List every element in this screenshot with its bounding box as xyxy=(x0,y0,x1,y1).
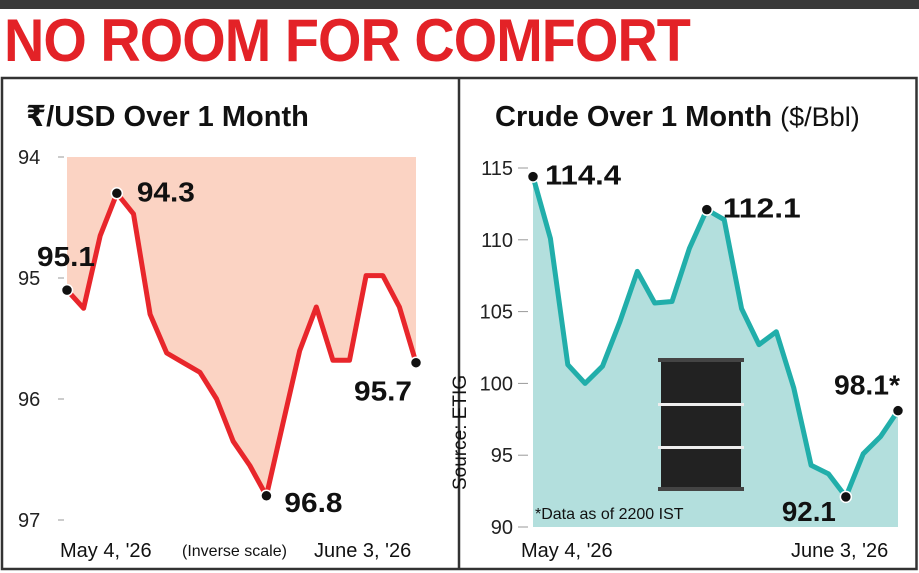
crude-data-label: 92.1 xyxy=(782,496,836,527)
crude-marks: 114.4 112.1 92.1 98.1* xyxy=(526,160,905,527)
oil-barrel-icon xyxy=(658,358,744,491)
crude-x-end: June 3, '26 xyxy=(791,540,888,562)
crude-data-label: 112.1 xyxy=(723,193,801,224)
rupee-data-label: 94.3 xyxy=(137,176,195,207)
crude-chart: Crude Over 1 Month ($/Bbl) 115 110 105 100 95… xyxy=(450,101,905,562)
crude-point xyxy=(526,170,540,183)
rupee-y-tick: 97 xyxy=(18,510,40,532)
crude-data-label: 98.1* xyxy=(834,370,900,401)
crude-title-unit: ($/Bbl) xyxy=(780,102,860,132)
rupee-line xyxy=(64,190,419,499)
rupee-point xyxy=(110,187,124,200)
rupee-data-label: 95.1 xyxy=(37,241,95,272)
rupee-point xyxy=(260,489,273,503)
rupee-scale-note: (Inverse scale) xyxy=(182,543,287,560)
crude-title-main: Crude Over 1 Month xyxy=(495,101,772,133)
rupee-shaded-area xyxy=(67,157,416,496)
rupee-chart-title: ₹/USD Over 1 Month xyxy=(26,101,309,133)
rupee-y-tick: 96 xyxy=(18,389,40,411)
rupee-y-tick: 95 xyxy=(18,268,40,290)
rupee-marks: 95.1 94.3 96.8 95.7 xyxy=(37,157,423,518)
crude-point xyxy=(700,203,714,216)
source-credit: Source: ETIG xyxy=(450,375,471,490)
rupee-y-axis: 94 95 96 97 xyxy=(18,147,64,532)
rupee-y-tick: 94 xyxy=(18,147,40,169)
rupee-point xyxy=(60,283,74,297)
rupee-point xyxy=(409,356,423,369)
rupee-data-label: 95.7 xyxy=(354,376,412,407)
crude-point xyxy=(839,490,853,504)
top-rule xyxy=(0,0,919,9)
crude-line xyxy=(530,174,901,500)
rupee-x-start: May 4, '26 xyxy=(60,540,152,562)
crude-y-tick: 115 xyxy=(481,158,513,180)
crude-y-tick: 110 xyxy=(481,230,513,252)
crude-x-start: May 4, '26 xyxy=(521,540,613,562)
crude-chart-title: Crude Over 1 Month ($/Bbl) xyxy=(495,101,860,133)
crude-y-axis: 115 110 105 100 95 90 xyxy=(480,158,528,539)
crude-y-tick: 90 xyxy=(491,517,513,539)
crude-data-label: 114.4 xyxy=(545,160,621,191)
rupee-data-label: 96.8 xyxy=(284,487,342,518)
rupee-chart: ₹/USD Over 1 Month 94 95 96 97 95.1 94.3 96.8… xyxy=(18,101,423,562)
rupee-x-end: June 3, '26 xyxy=(314,540,411,562)
crude-y-tick: 100 xyxy=(480,373,513,395)
crude-shaded-area xyxy=(533,176,898,527)
crude-y-tick: 105 xyxy=(480,302,513,324)
crude-area-group xyxy=(533,176,898,527)
crude-footnote: *Data as of 2200 IST xyxy=(535,506,684,523)
headline: NO ROOM FOR COMFORT xyxy=(4,7,691,74)
crude-y-tick: 95 xyxy=(491,445,513,467)
crude-point xyxy=(891,404,905,417)
